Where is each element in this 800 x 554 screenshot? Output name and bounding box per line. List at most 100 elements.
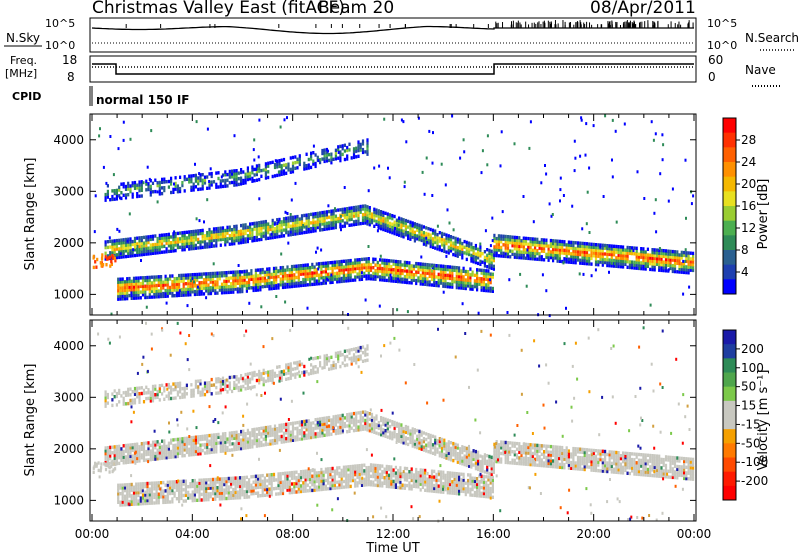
echo-pixel <box>306 472 309 476</box>
echo-pixel <box>263 482 266 486</box>
echo-pixel <box>318 276 321 280</box>
echo-pixel <box>248 481 251 485</box>
echo-pixel <box>543 244 546 248</box>
echo-pixel <box>392 479 395 484</box>
echo-pixel <box>245 475 248 479</box>
echo-pixel <box>592 124 595 128</box>
echo-pixel <box>194 179 197 183</box>
echo-pixel <box>403 266 406 270</box>
echo-pixel <box>162 291 165 296</box>
echo-pixel <box>202 478 206 482</box>
echo-pixel <box>359 221 362 226</box>
echo-pixel <box>208 236 211 240</box>
echo-pixel <box>180 276 183 280</box>
echo-pixel <box>243 275 246 279</box>
echo-pixel <box>540 181 543 185</box>
echo-pixel <box>549 244 552 248</box>
echo-pixel <box>391 225 394 229</box>
echo-pixel <box>209 494 212 499</box>
echo-pixel <box>279 491 282 496</box>
echo-pixel <box>550 214 553 218</box>
echo-pixel <box>141 293 145 297</box>
echo-pixel <box>122 138 125 142</box>
echo-pixel <box>585 247 589 252</box>
echo-pixel <box>132 248 135 252</box>
echo-pixel <box>228 234 231 238</box>
echo-pixel <box>393 220 396 224</box>
echo-pixel <box>376 269 379 273</box>
echo-pixel <box>392 259 395 263</box>
power-ylabel: Slant Range [km] <box>23 158 38 271</box>
echo-pixel <box>197 229 200 233</box>
echo-pixel <box>175 488 178 492</box>
echo-pixel <box>431 161 434 165</box>
echo-pixel <box>164 280 167 284</box>
echo-pixel <box>144 284 147 288</box>
echo-pixel <box>333 277 336 281</box>
echo-pixel <box>277 220 280 224</box>
echo-pixel <box>275 286 278 290</box>
echo-pixel <box>338 480 341 484</box>
echo-pixel <box>233 172 236 176</box>
echo-pixel <box>435 478 438 482</box>
echo-pixel <box>183 230 186 235</box>
echo-pixel <box>231 228 234 232</box>
echo-pixel <box>476 477 479 481</box>
echo-pixel <box>485 288 488 293</box>
echo-pixel <box>689 268 692 272</box>
noise-right-tick-bottom: 10^0 <box>707 39 737 52</box>
echo-pixel <box>250 486 253 490</box>
echo-pixel <box>156 440 159 444</box>
echo-pixel <box>340 276 343 281</box>
echo-pixel <box>188 244 191 248</box>
echo-pixel <box>338 260 341 264</box>
echo-pixel <box>264 229 267 233</box>
echo-pixel <box>333 469 336 473</box>
echo-pixel <box>421 485 424 489</box>
echo-pixel <box>219 182 222 186</box>
echo-pixel <box>313 485 316 489</box>
echo-pixel <box>109 264 112 268</box>
echo-pixel <box>260 168 263 173</box>
echo-pixel <box>295 479 298 483</box>
echo-pixel <box>170 243 173 248</box>
echo-pixel <box>327 272 330 276</box>
echo-pixel <box>273 174 277 178</box>
echo-pixel <box>369 466 373 470</box>
echo-pixel <box>131 192 134 196</box>
echo-pixel <box>167 238 170 242</box>
echo-pixel <box>166 280 169 284</box>
echo-pixel <box>145 241 148 245</box>
echo-pixel <box>246 228 249 232</box>
echo-pixel <box>226 237 229 241</box>
echo-pixel <box>504 246 507 250</box>
echo-pixel <box>604 246 607 250</box>
echo-pixel <box>192 238 195 242</box>
echo-pixel <box>511 241 514 245</box>
echo-pixel <box>294 215 297 219</box>
echo-pixel <box>483 264 486 268</box>
echo-pixel <box>338 265 341 270</box>
echo-pixel <box>195 120 198 124</box>
echo-pixel <box>357 146 360 150</box>
echo-pixel <box>597 260 600 264</box>
echo-pixel <box>188 177 191 181</box>
echo-pixel <box>252 283 255 287</box>
echo-pixel <box>487 269 490 273</box>
echo-pixel <box>451 271 454 275</box>
echo-pixel <box>205 272 208 276</box>
echo-pixel <box>104 257 107 261</box>
echo-pixel <box>391 231 394 235</box>
echo-pixel <box>323 219 326 223</box>
echo-pixel <box>502 254 505 258</box>
echo-pixel <box>361 150 365 155</box>
echo-pixel <box>325 147 328 152</box>
echo-pixel <box>451 268 454 272</box>
echo-pixel <box>258 118 261 122</box>
echo-pixel <box>149 251 152 256</box>
echo-pixel <box>413 230 416 234</box>
echo-pixel <box>255 170 258 174</box>
echo-pixel <box>358 272 361 276</box>
echo-pixel <box>481 149 484 153</box>
